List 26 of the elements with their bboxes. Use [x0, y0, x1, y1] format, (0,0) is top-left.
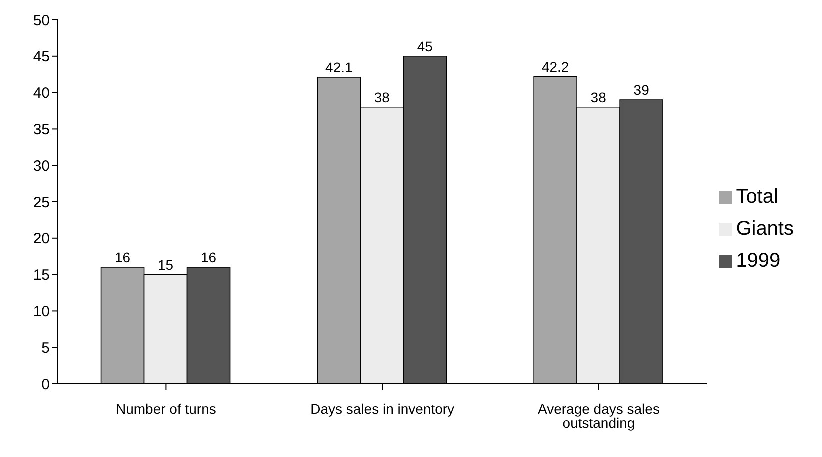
data-label: 38 [374, 89, 390, 106]
y-tick-label: 30 [33, 158, 50, 175]
data-label: 16 [200, 250, 217, 266]
legend-label: Total [736, 186, 778, 208]
legend-label: Giants [736, 218, 794, 240]
x-tick-label: Number of turns [116, 400, 216, 417]
data-label: 45 [417, 38, 434, 54]
data-label: 39 [634, 82, 650, 98]
data-label: 38 [590, 89, 607, 106]
y-tick-label: 20 [33, 230, 50, 248]
data-label: 16 [114, 250, 131, 266]
y-tick-label: 35 [33, 122, 50, 139]
y-tick-label: 15 [33, 267, 50, 284]
data-label: 42.1 [326, 60, 354, 76]
legend-label: 1999 [736, 250, 781, 272]
y-tick-label: 10 [33, 304, 50, 321]
y-tick-label: 25 [33, 194, 50, 212]
y-tick-label: 45 [33, 48, 50, 66]
x-tick-label: Average days sales outstanding [538, 400, 660, 431]
data-label: 42.2 [542, 58, 570, 75]
data-label: 15 [158, 256, 174, 273]
x-tick-label: Days sales in inventory [310, 400, 455, 417]
y-tick-label: 50 [33, 12, 50, 30]
y-tick-label: 40 [33, 85, 50, 102]
y-tick-label: 5 [42, 340, 50, 357]
y-tick-label: 0 [42, 376, 50, 394]
